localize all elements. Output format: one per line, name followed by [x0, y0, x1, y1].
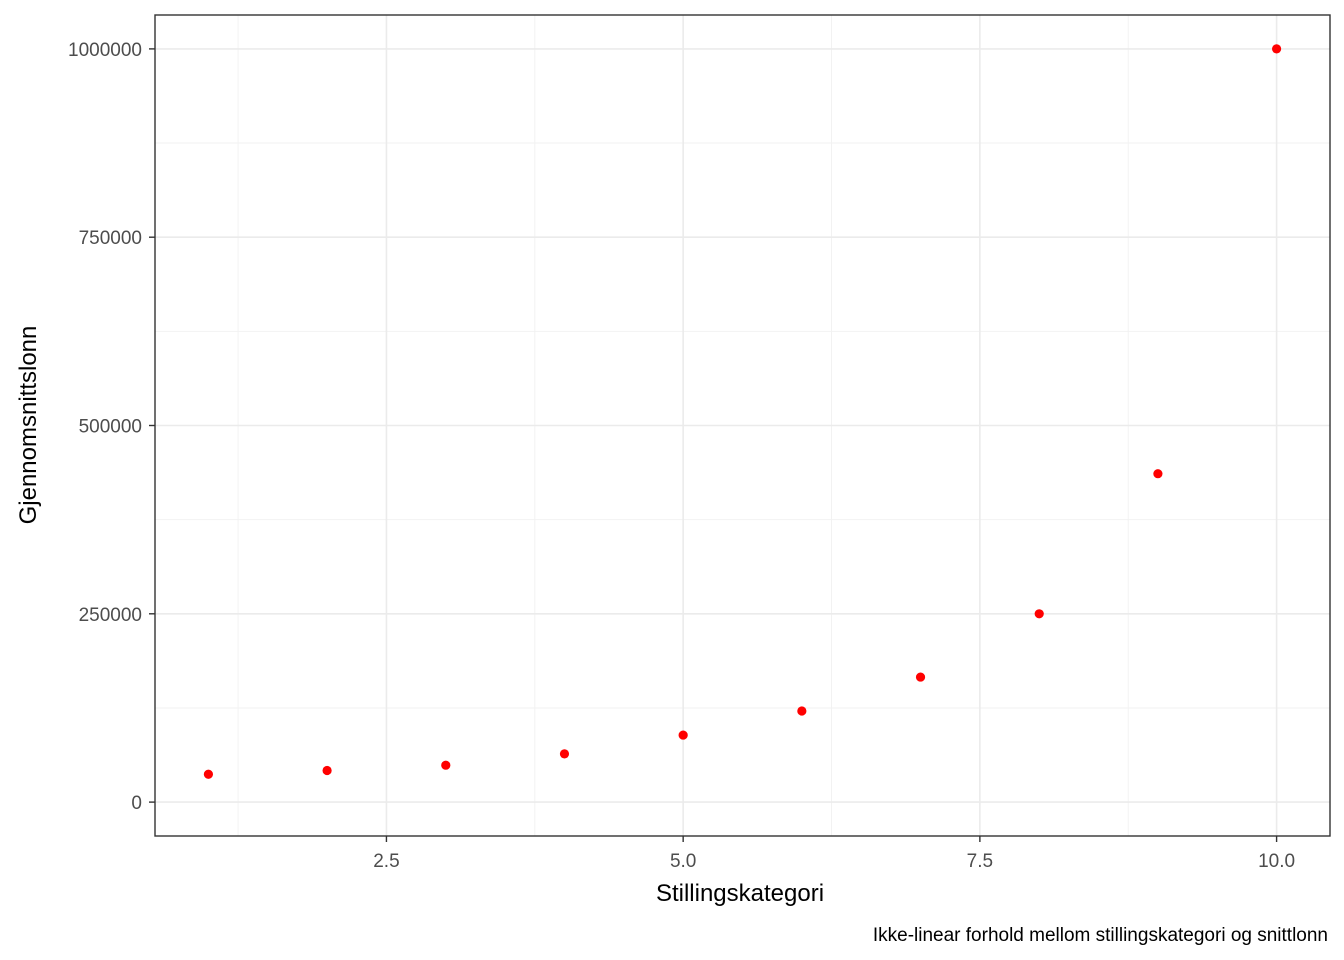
y-axis-title: Gjennomsnittslonn [15, 326, 42, 525]
data-point [559, 749, 570, 759]
y-tick-label: 250000 [79, 605, 142, 626]
y-axis: 0 250000 500000 750000 1000000 [68, 40, 155, 814]
major-gridlines [155, 15, 1330, 836]
y-tick-label: 500000 [79, 417, 142, 438]
data-point [1034, 609, 1044, 619]
x-tick-label: 7.5 [967, 851, 993, 872]
data-point [322, 765, 332, 776]
y-tick-label: 750000 [79, 228, 142, 249]
data-point [203, 769, 214, 779]
data-point [1271, 44, 1282, 54]
chart-caption: Ikke-linear forhold mellom stillingskate… [873, 925, 1328, 946]
data-points [203, 44, 1282, 779]
x-tick-label: 2.5 [373, 851, 399, 872]
minor-gridlines [155, 15, 1330, 836]
data-point [797, 706, 807, 716]
x-axis-title: Stillingskategori [656, 880, 824, 907]
x-tick-label: 5.0 [670, 851, 696, 872]
y-tick-label: 0 [131, 793, 142, 814]
data-point [678, 730, 688, 740]
data-point [441, 760, 451, 770]
y-tick-label: 1000000 [68, 40, 142, 61]
data-point [915, 672, 926, 682]
x-axis: 2.5 5.0 7.5 10.0 [373, 836, 1295, 872]
data-point [1153, 469, 1163, 479]
x-tick-label: 10.0 [1258, 851, 1295, 872]
